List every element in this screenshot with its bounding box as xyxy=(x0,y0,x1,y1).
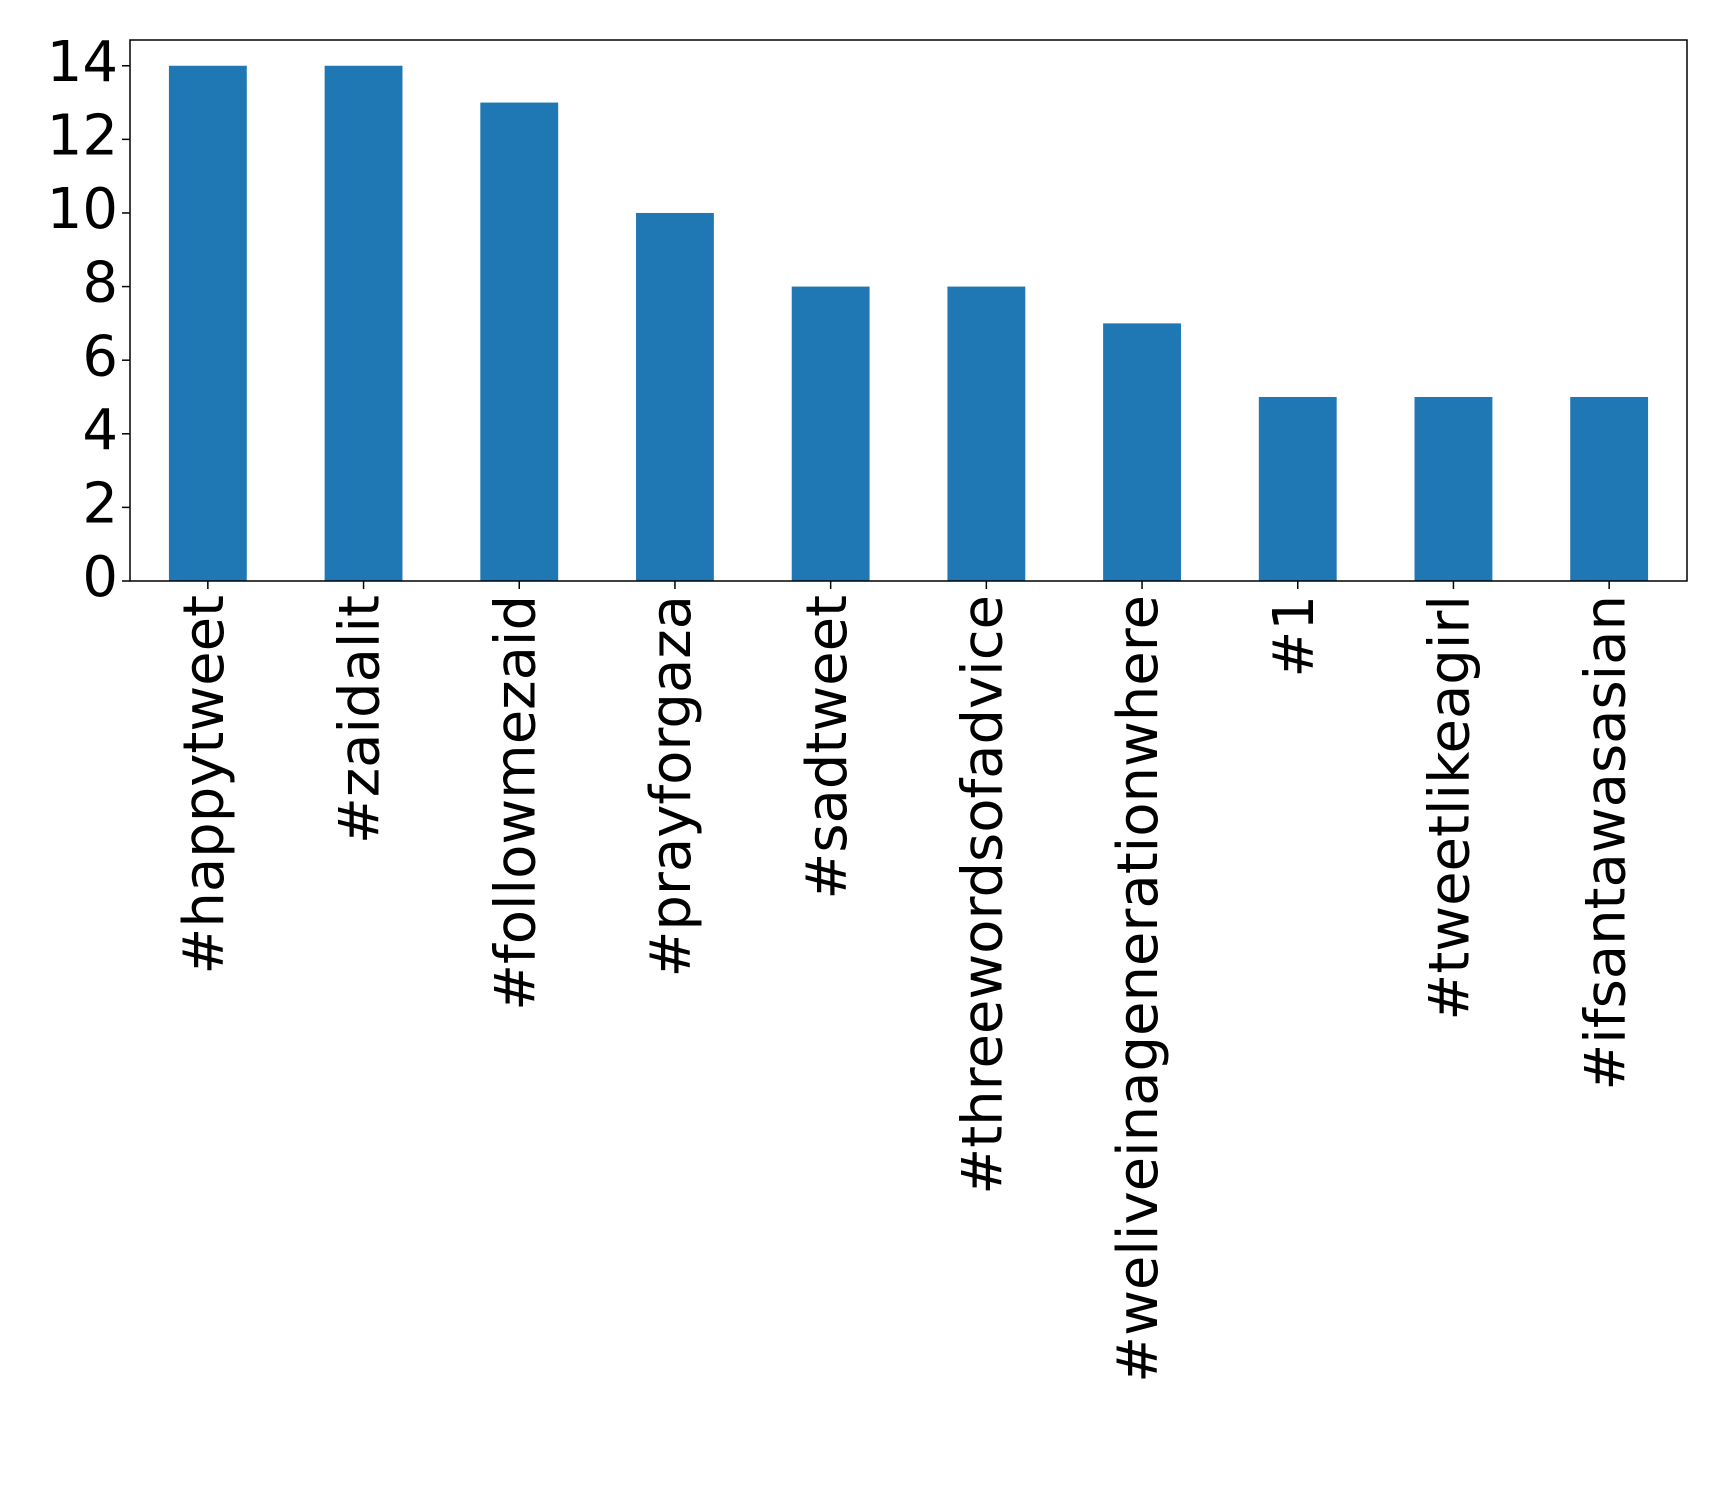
plot-frame xyxy=(129,39,1688,582)
bar xyxy=(480,102,559,581)
y-tick-label: 2 xyxy=(82,472,118,537)
y-tick-label: 6 xyxy=(82,324,118,389)
bar xyxy=(168,65,247,581)
x-tick-label: #ifsantawasasian xyxy=(1573,595,1638,1091)
bar xyxy=(791,286,870,581)
x-tick-label: #prayforgaza xyxy=(639,595,704,978)
bar xyxy=(636,212,714,582)
x-tick-label: #sadtweet xyxy=(795,595,860,900)
x-tick-label: #weliveinagenerationwhere xyxy=(1106,595,1171,1383)
x-tick-label: #threewordsofadvice xyxy=(950,595,1015,1195)
y-tick-label: 14 xyxy=(47,30,118,95)
x-tick-label: #happytweet xyxy=(172,595,237,975)
bar xyxy=(324,65,403,581)
x-tick-label: #followmezaid xyxy=(483,595,548,1011)
x-tick-label: #1 xyxy=(1262,595,1327,678)
bar xyxy=(1414,396,1493,581)
y-tick-label: 12 xyxy=(47,104,118,169)
bar xyxy=(1103,323,1181,581)
bar xyxy=(1258,396,1337,581)
y-tick-label: 4 xyxy=(82,398,118,463)
y-tick-label: 8 xyxy=(82,251,118,316)
bar xyxy=(1570,396,1649,581)
x-tick-label: #zaidalit xyxy=(328,595,393,844)
bar xyxy=(947,286,1026,581)
y-tick-label: 10 xyxy=(47,177,118,242)
x-tick-label: #tweetlikeagirl xyxy=(1418,595,1483,1021)
y-tick-label: 0 xyxy=(82,545,118,610)
